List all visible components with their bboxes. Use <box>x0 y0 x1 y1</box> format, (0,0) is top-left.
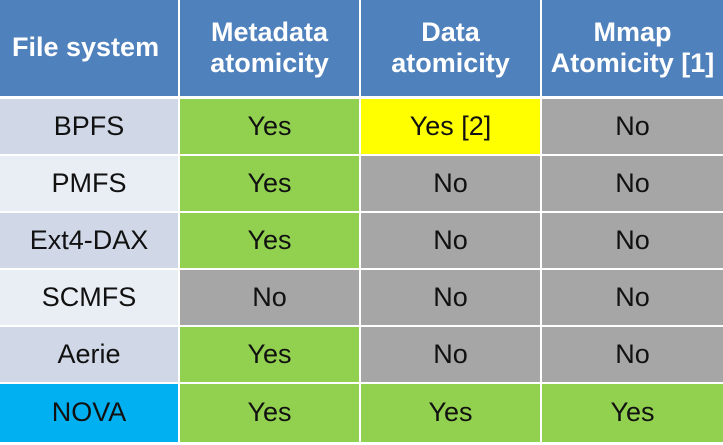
row-name-aerie: Aerie <box>0 327 180 384</box>
cell-pmfs-mmap: No <box>542 156 723 213</box>
cell-bpfs-mmap: No <box>542 99 723 156</box>
cell-pmfs-metadata: Yes <box>180 156 361 213</box>
cell-scmfs-metadata: No <box>180 270 361 327</box>
row-name-nova: NOVA <box>0 384 180 442</box>
cell-nova-data: Yes <box>361 384 542 442</box>
cell-ext4-dax-metadata: Yes <box>180 213 361 270</box>
row-name-bpfs: BPFS <box>0 99 180 156</box>
cell-nova-mmap: Yes <box>542 384 723 442</box>
cell-scmfs-data: No <box>361 270 542 327</box>
cell-aerie-mmap: No <box>542 327 723 384</box>
cell-aerie-data: No <box>361 327 542 384</box>
cell-bpfs-metadata: Yes <box>180 99 361 156</box>
cell-pmfs-data: No <box>361 156 542 213</box>
row-name-scmfs: SCMFS <box>0 270 180 327</box>
header-file-system: File system <box>0 0 180 99</box>
cell-scmfs-mmap: No <box>542 270 723 327</box>
row-name-pmfs: PMFS <box>0 156 180 213</box>
row-name-ext4-dax: Ext4-DAX <box>0 213 180 270</box>
header-metadata-atomicity: Metadata atomicity <box>180 0 361 99</box>
cell-aerie-metadata: Yes <box>180 327 361 384</box>
header-mmap-atomicity: Mmap Atomicity [1] <box>542 0 723 99</box>
cell-ext4-dax-mmap: No <box>542 213 723 270</box>
cell-nova-metadata: Yes <box>180 384 361 442</box>
cell-bpfs-data: Yes [2] <box>361 99 542 156</box>
cell-ext4-dax-data: No <box>361 213 542 270</box>
header-data-atomicity: Data atomicity <box>361 0 542 99</box>
